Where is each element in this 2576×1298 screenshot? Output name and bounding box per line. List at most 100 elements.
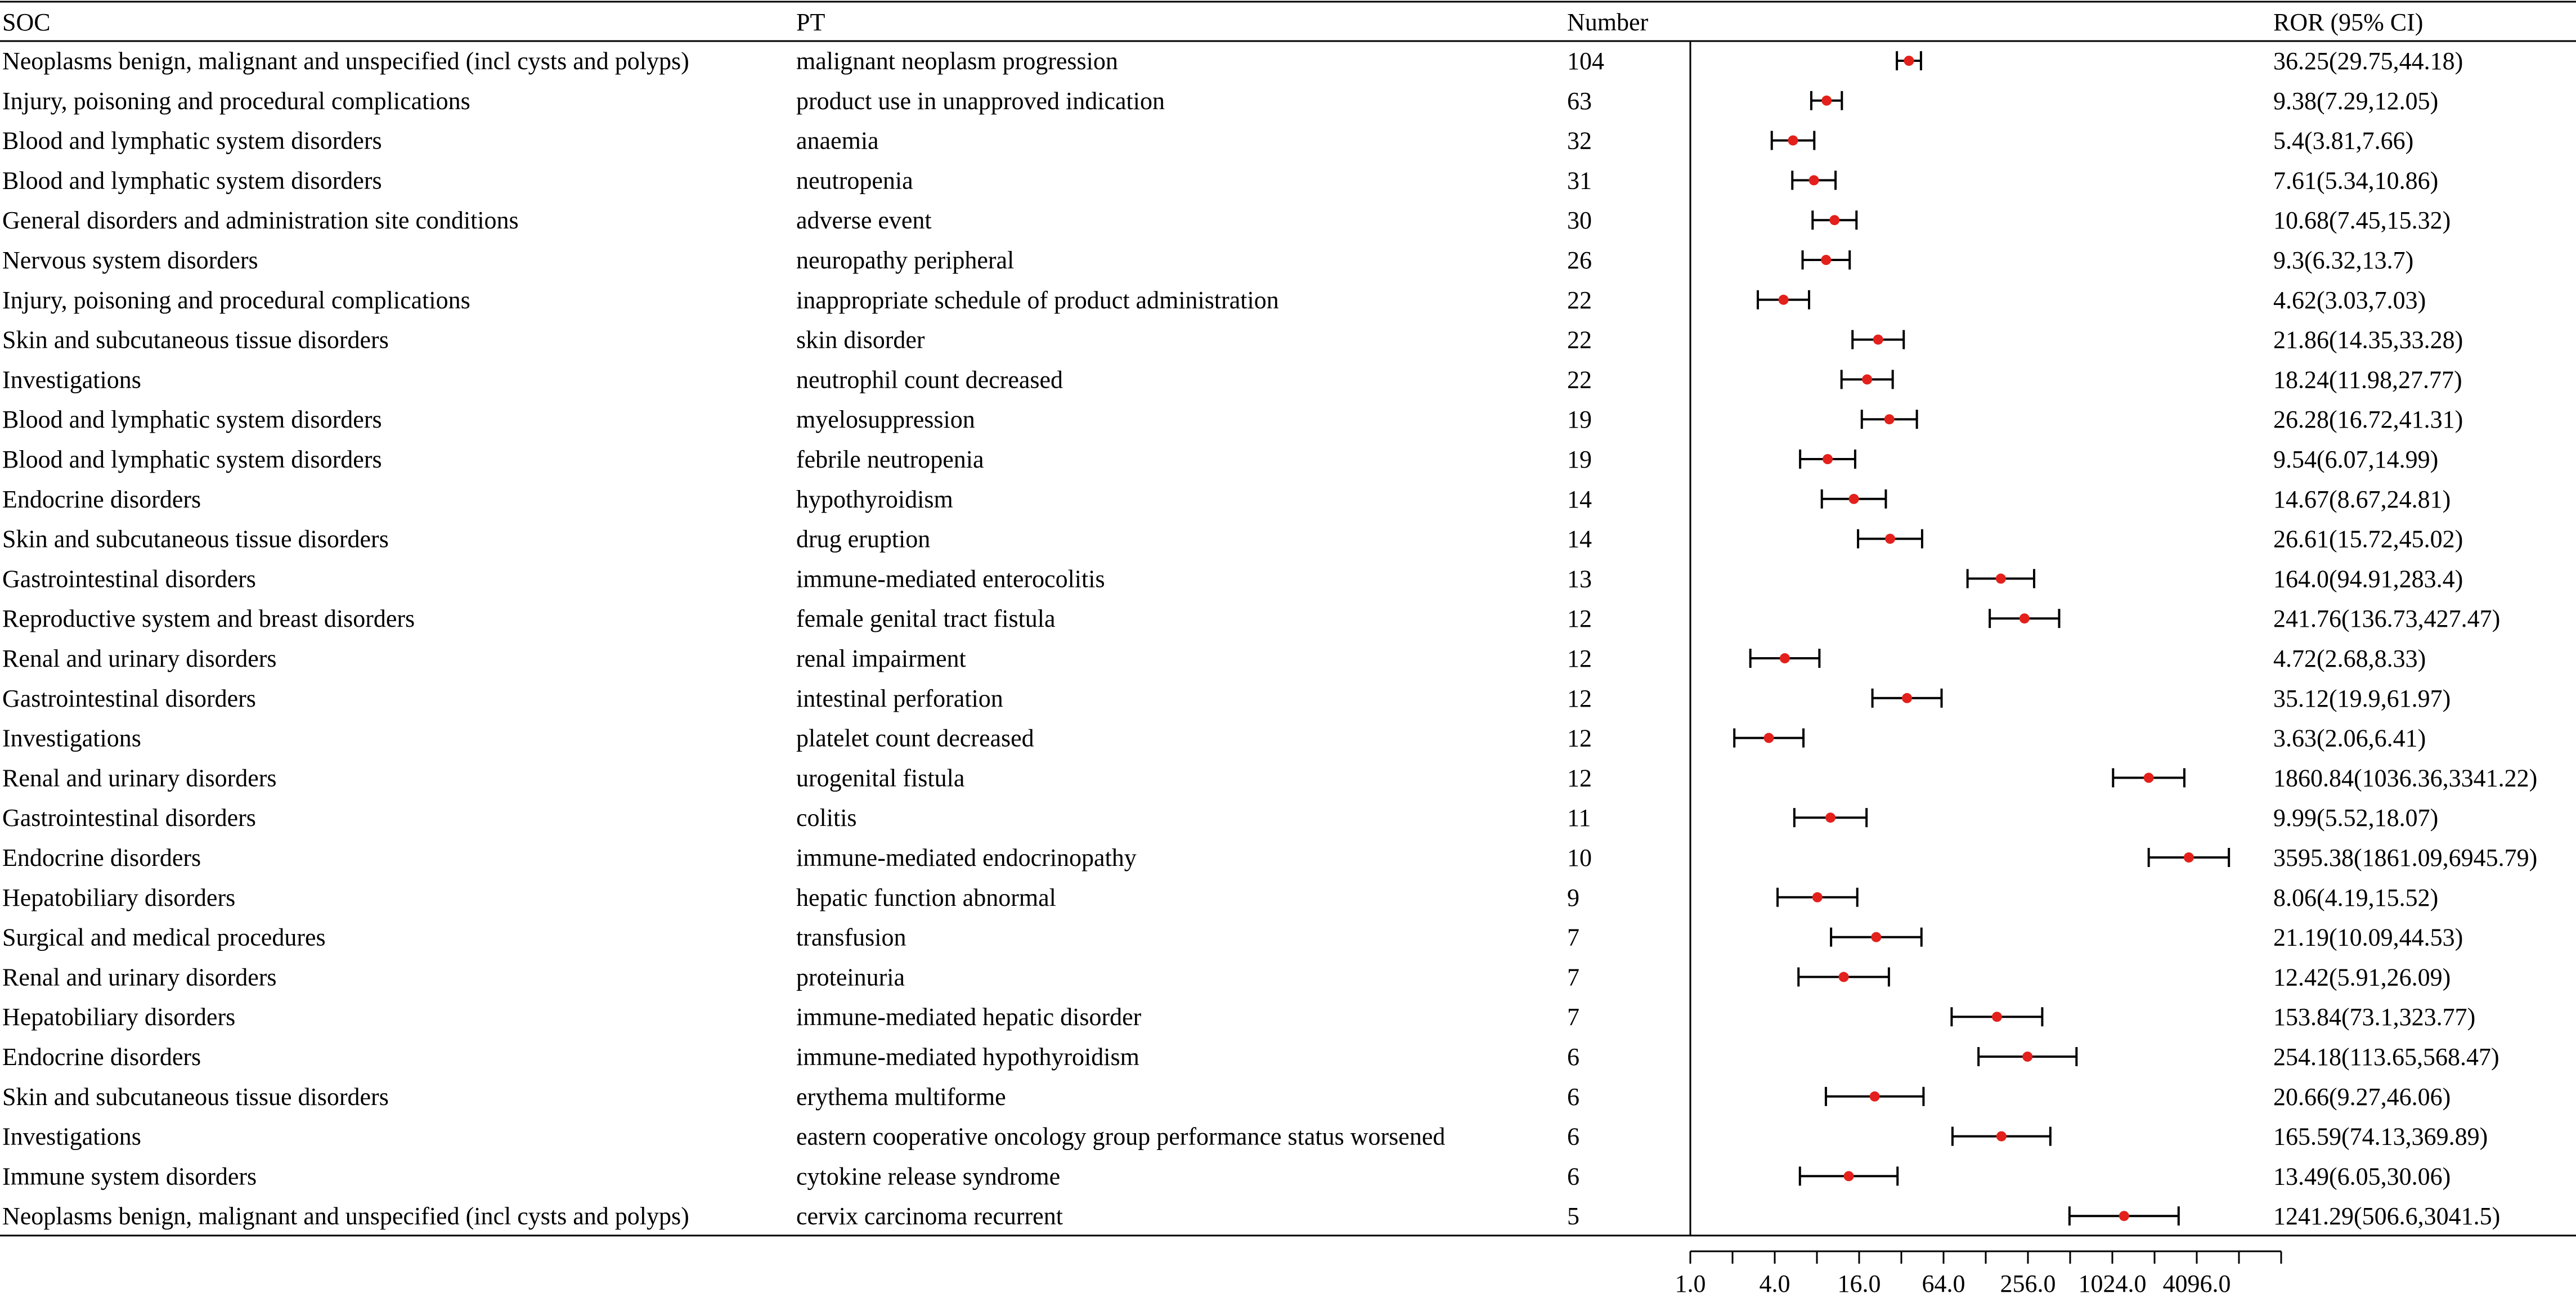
ror-point (2183, 852, 2194, 863)
ror-ci-label: 10.68(7.45,15.32) (2273, 206, 2451, 234)
soc-cell: Gastrointestinal disorders (2, 804, 256, 832)
ror-ci-label: 35.12(19.9,61.97) (2273, 685, 2451, 712)
table-row: Gastrointestinal disorders immune-mediate… (2, 565, 2463, 592)
ror-ci-label: 36.25(29.75,44.18) (2273, 47, 2463, 75)
number-cell: 10 (1567, 844, 1592, 872)
pt-cell: anaemia (796, 127, 879, 155)
ror-ci-label: 20.66(9.27,46.06) (2273, 1083, 2451, 1111)
pt-cell: cytokine release syndrome (796, 1162, 1060, 1190)
ror-ci-label: 1241.29(506.6,3041.5) (2273, 1202, 2500, 1230)
ror-point (2019, 613, 2030, 624)
number-cell: 104 (1567, 47, 1604, 75)
pt-cell: proteinuria (796, 963, 905, 991)
number-cell: 6 (1567, 1043, 1579, 1071)
soc-cell: Neoplasms benign, malignant and unspecif… (2, 47, 689, 75)
number-cell: 12 (1567, 605, 1592, 632)
number-cell: 14 (1567, 526, 1592, 553)
x-tick-label: 4.0 (1760, 1270, 1790, 1297)
pt-cell: product use in unapproved indication (796, 87, 1165, 115)
table-row: General disorders and administration sit… (2, 206, 2451, 234)
pt-cell: malignant neoplasm progression (796, 47, 1118, 75)
ror-point (1823, 454, 1833, 464)
ror-ci-label: 5.4(3.81,7.66) (2273, 127, 2413, 155)
x-tick-label: 16.0 (1838, 1270, 1881, 1297)
ror-point (1778, 294, 1789, 305)
number-cell: 30 (1567, 206, 1592, 234)
pt-cell: female genital tract fistula (796, 605, 1056, 632)
ror-ci-label: 254.18(113.65,568.47) (2273, 1043, 2499, 1071)
ror-point (1825, 812, 1836, 823)
ror-point (1812, 892, 1823, 902)
pt-cell: renal impairment (796, 645, 966, 672)
soc-cell: Surgical and medical procedures (2, 924, 326, 951)
ror-point (1995, 573, 2006, 584)
number-cell: 12 (1567, 685, 1592, 712)
table-row: Gastrointestinal disorders colitis 11 9.99(… (2, 804, 2438, 832)
pt-cell: immune-mediated enterocolitis (796, 565, 1105, 592)
number-cell: 13 (1567, 565, 1592, 592)
number-cell: 26 (1567, 246, 1592, 274)
number-cell: 9 (1567, 884, 1579, 911)
ror-point (1821, 255, 1832, 265)
ror-ci-label: 21.86(14.35,33.28) (2273, 326, 2463, 354)
number-cell: 7 (1567, 924, 1579, 951)
pt-cell: febrile neutropenia (796, 446, 984, 473)
soc-cell: Blood and lymphatic system disorders (2, 167, 382, 194)
ror-ci-label: 3.63(2.06,6.41) (2273, 725, 2426, 752)
pt-cell: hepatic function abnormal (796, 884, 1056, 911)
ror-ci-label: 164.0(94.91,283.4) (2273, 565, 2463, 592)
table-row: Blood and lymphatic system disorders myel… (2, 406, 2463, 433)
soc-cell: General disorders and administration sit… (2, 206, 519, 234)
ror-ci-label: 12.42(5.91,26.09) (2273, 963, 2451, 991)
header-pt: PT (796, 8, 825, 36)
table-row: Blood and lymphatic system disorders neut… (2, 167, 2438, 194)
x-tick-label: 4096.0 (2163, 1270, 2231, 1297)
ror-point (1904, 56, 1914, 66)
number-cell: 63 (1567, 87, 1592, 115)
table-row: Injury, poisoning and procedural complic… (2, 87, 2438, 115)
x-tick-label: 1.0 (1675, 1270, 1706, 1297)
ror-point (1996, 1131, 2007, 1142)
number-cell: 12 (1567, 764, 1592, 792)
number-cell: 7 (1567, 1003, 1579, 1031)
pt-cell: eastern cooperative oncology group perfo… (796, 1123, 1445, 1151)
table-row: Skin and subcutaneous tissue disorders dr… (2, 526, 2463, 553)
number-cell: 32 (1567, 127, 1592, 155)
soc-cell: Endocrine disorders (2, 486, 201, 513)
pt-cell: colitis (796, 804, 857, 832)
table-row: Skin and subcutaneous tissue disorders sk… (2, 326, 2463, 354)
soc-cell: Nervous system disorders (2, 246, 258, 274)
table-row: Surgical and medical procedures transfusi… (2, 924, 2463, 951)
ror-point (1788, 135, 1798, 146)
header-ror: ROR (95% CI) (2273, 8, 2423, 36)
ror-point (1829, 215, 1840, 226)
number-cell: 12 (1567, 645, 1592, 672)
pt-cell: hypothyroidism (796, 486, 953, 513)
ror-ci-label: 9.99(5.52,18.07) (2273, 804, 2438, 832)
table-row: Endocrine disorders hypothyroidism 14 14.67… (2, 486, 2451, 513)
number-cell: 19 (1567, 446, 1592, 473)
header-number: Number (1567, 8, 1649, 36)
ror-point (1843, 1171, 1854, 1182)
table-row: Renal and urinary disorders proteinuria 7 1… (2, 963, 2451, 991)
ror-ci-label: 3595.38(1861.09,6945.79) (2273, 844, 2537, 872)
ror-ci-label: 14.67(8.67,24.81) (2273, 486, 2451, 513)
ror-ci-label: 1860.84(1036.36,3341.22) (2273, 764, 2537, 792)
number-cell: 5 (1567, 1202, 1579, 1230)
soc-cell: Skin and subcutaneous tissue disorders (2, 326, 389, 354)
ror-ci-label: 9.3(6.32,13.7) (2273, 246, 2413, 274)
soc-cell: Hepatobiliary disorders (2, 884, 235, 911)
table-row: Investigations neutrophil count decreased… (2, 366, 2462, 393)
pt-cell: intestinal perforation (796, 685, 1003, 712)
table-row: Hepatobiliary disorders hepatic function … (2, 884, 2438, 911)
number-cell: 19 (1567, 406, 1592, 433)
pt-cell: platelet count decreased (796, 725, 1034, 752)
number-cell: 11 (1567, 804, 1591, 832)
ror-point (1821, 95, 1832, 106)
pt-cell: immune-mediated hepatic disorder (796, 1003, 1142, 1031)
ror-point (1871, 932, 1882, 942)
pt-cell: transfusion (796, 924, 906, 951)
soc-cell: Hepatobiliary disorders (2, 1003, 235, 1031)
table-row: Blood and lymphatic system disorders anae… (2, 127, 2413, 155)
soc-cell: Blood and lymphatic system disorders (2, 446, 382, 473)
